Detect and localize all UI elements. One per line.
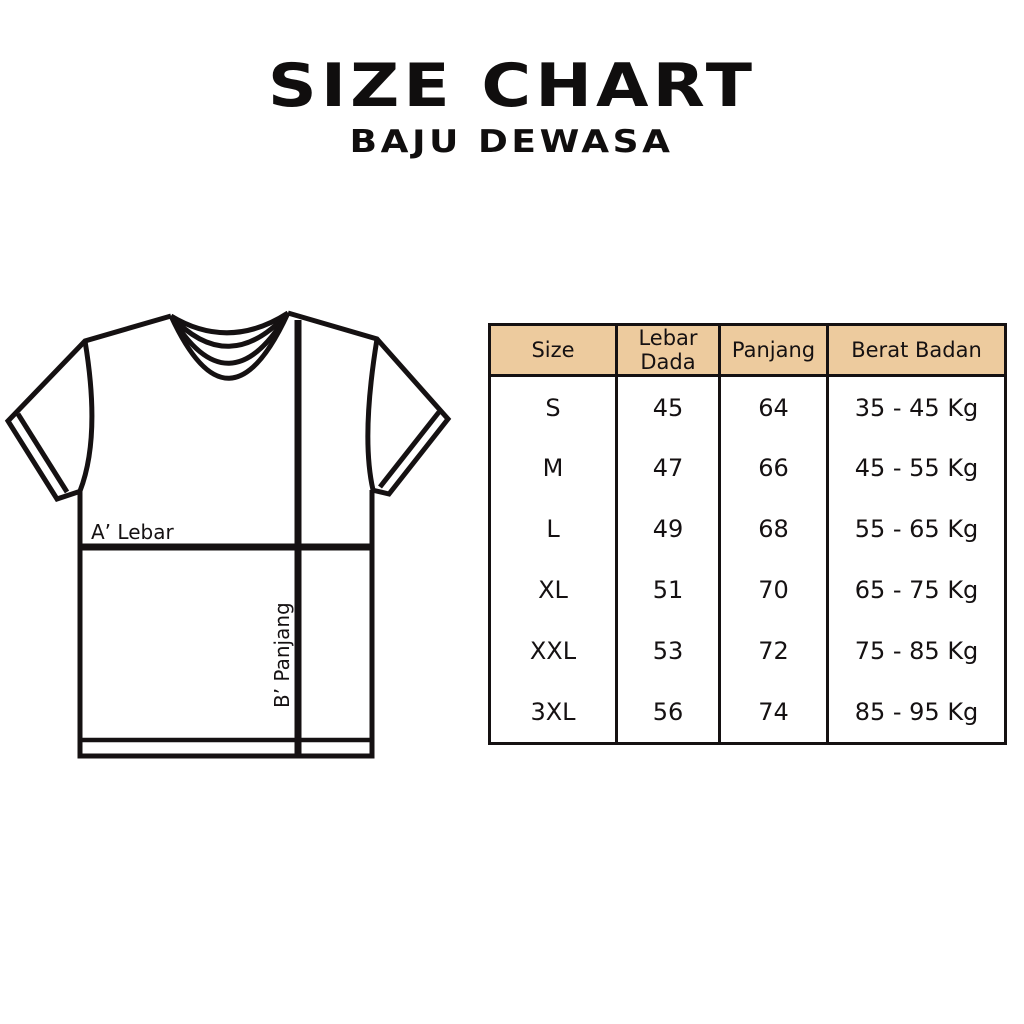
page-subtitle-text: BAJU DEWASA xyxy=(350,124,674,160)
column-header-panjang: Panjang xyxy=(721,326,829,375)
table-row: M 47 66 45 - 55 Kg xyxy=(491,438,1004,499)
tshirt-collar-rib-2 xyxy=(168,311,291,366)
column-header-lebar-dada: Lebar Dada xyxy=(618,326,721,375)
cell-lebar-dada: 51 xyxy=(618,559,721,621)
tshirt-left-sleeve-seam xyxy=(77,340,95,492)
cell-lebar-dada: 47 xyxy=(618,438,721,499)
column-header-berat-badan: Berat Badan xyxy=(851,338,982,363)
cell-berat-badan: 65 - 75 Kg xyxy=(854,576,979,605)
table-row: XL 51 70 65 - 75 Kg xyxy=(491,559,1004,621)
cell-size: M xyxy=(491,438,618,499)
tshirt-right-sleeve-seam xyxy=(365,338,380,491)
size-table: Size Lebar Dada Panjang Berat Badan S 45… xyxy=(488,323,1007,745)
cell-lebar-dada: 56 xyxy=(618,681,721,742)
page-title: SIZE CHART xyxy=(0,55,1024,117)
title-block: SIZE CHART BAJU DEWASA xyxy=(0,0,1024,159)
cell-panjang: 64 xyxy=(721,377,829,439)
table-row: S 45 64 35 - 45 Kg xyxy=(491,377,1004,439)
column-header-size: Size xyxy=(491,326,618,375)
width-measure-label: A’ Lebar xyxy=(91,520,174,544)
cell-berat-badan: 35 - 45 Kg xyxy=(854,393,979,422)
table-row: L 49 68 55 - 65 Kg xyxy=(491,498,1004,560)
tshirt-diagram: A’ Lebar B’ Panjang xyxy=(4,310,452,759)
cell-panjang: 68 xyxy=(721,498,829,560)
tshirt-left-sleeve xyxy=(4,313,172,502)
tshirt-left-cuff-line xyxy=(15,412,70,494)
table-row: 3XL 56 74 85 - 95 Kg xyxy=(491,681,1004,742)
length-measure-label: B’ Panjang xyxy=(270,602,294,708)
cell-size: XXL xyxy=(491,620,618,682)
page-title-text: SIZE CHART xyxy=(267,51,757,121)
tshirt-body-outline xyxy=(77,490,375,759)
cell-panjang: 70 xyxy=(721,559,829,621)
cell-size: 3XL xyxy=(491,681,618,742)
cell-lebar-dada: 53 xyxy=(618,620,721,682)
cell-berat-badan: 55 - 65 Kg xyxy=(854,515,979,544)
table-row: XXL 53 72 75 - 85 Kg xyxy=(491,620,1004,682)
cell-lebar-dada: 49 xyxy=(618,498,721,560)
cell-berat-badan: 85 - 95 Kg xyxy=(854,697,979,726)
tshirt-collar xyxy=(169,310,290,336)
cell-size: L xyxy=(491,498,618,560)
cell-panjang: 74 xyxy=(721,681,829,742)
cell-panjang: 66 xyxy=(721,438,829,499)
tshirt-collar-rib-1 xyxy=(169,311,290,349)
cell-berat-badan: 75 - 85 Kg xyxy=(854,636,979,665)
size-table-header-row: Size Lebar Dada Panjang Berat Badan xyxy=(491,326,1004,378)
cell-size: XL xyxy=(491,559,618,621)
tshirt-right-sleeve xyxy=(287,310,452,497)
page-subtitle: BAJU DEWASA xyxy=(0,125,1024,159)
tshirt-collar-rib-3 xyxy=(168,311,291,381)
cell-size: S xyxy=(491,377,618,439)
cell-panjang: 72 xyxy=(721,620,829,682)
cell-berat-badan: 45 - 55 Kg xyxy=(854,454,979,483)
cell-lebar-dada: 45 xyxy=(618,377,721,439)
tshirt-right-cuff-line xyxy=(378,410,441,489)
